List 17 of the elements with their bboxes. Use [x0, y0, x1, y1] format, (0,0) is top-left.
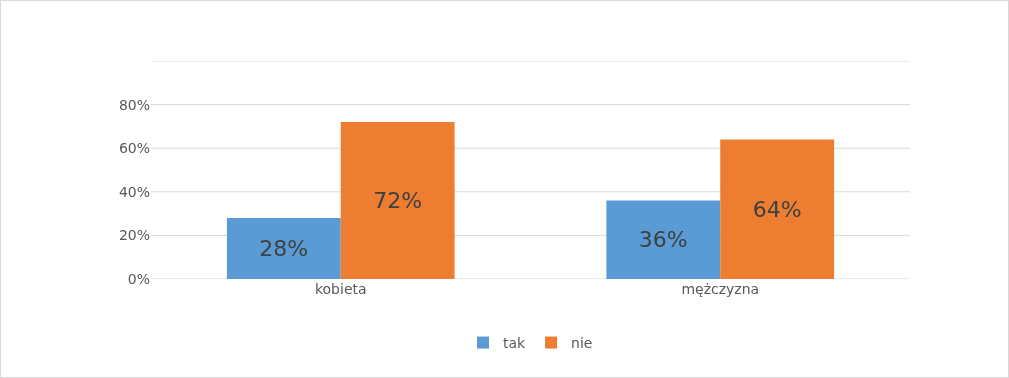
bar: [226, 217, 341, 279]
bar: [340, 122, 455, 279]
data-label: 72%: [373, 188, 423, 214]
y-tick-label: 20%: [118, 227, 150, 244]
y-tick-label: 40%: [118, 183, 150, 200]
data-label: 28%: [259, 235, 309, 261]
bar: [720, 139, 835, 279]
legend-label: nie: [571, 335, 593, 352]
data-label: 64%: [752, 196, 802, 222]
bar: [606, 200, 721, 279]
x-tick-label: mężczyzna: [681, 281, 760, 297]
y-tick-label: 60%: [118, 140, 150, 157]
legend-label: tak: [503, 335, 527, 352]
y-tick-label: 80%: [118, 96, 150, 113]
x-tick-label: kobieta: [314, 281, 367, 297]
data-label: 36%: [638, 227, 688, 253]
y-tick-label: 0%: [127, 270, 150, 287]
